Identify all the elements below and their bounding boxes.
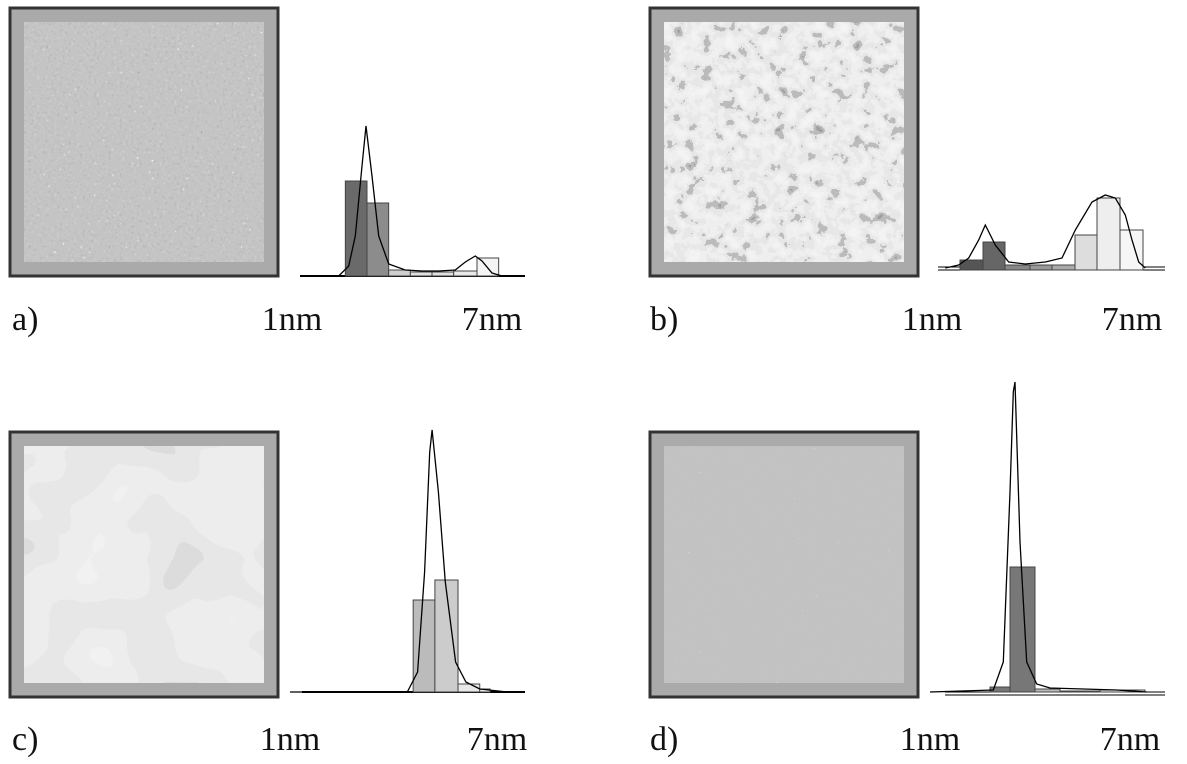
x-tick-label: 1nm [900,721,960,758]
image-c [10,432,278,697]
figure: a) 1nm 7nm b) 1nm 7nm c) 1nm 7nm d) 1nm 7nm [0,0,1187,764]
x-tick-label: 1nm [262,301,322,338]
panel-label: c) [12,721,38,758]
x-tick-label: 7nm [467,721,527,758]
bar [413,600,435,692]
bar [454,271,477,276]
panel-label: d) [650,721,678,758]
bar [1030,265,1052,270]
bar [1035,689,1060,692]
bar [1052,265,1075,270]
density-curve [312,126,502,276]
bar [389,270,411,276]
image-b [650,8,918,276]
bar [432,272,454,276]
x-tick-label: 1nm [260,721,320,758]
density-curve [290,430,507,692]
image-d [650,432,918,697]
panel-label: b) [650,301,678,338]
panel-label: a) [12,301,38,338]
x-tick-label: 7nm [1102,301,1162,338]
bar [1005,265,1030,270]
bar [410,272,432,276]
x-tick-label: 1nm [902,301,962,338]
bar [983,242,1005,270]
bar [1097,198,1120,270]
bar [435,580,458,692]
x-tick-label: 7nm [462,301,522,338]
bar [1075,235,1097,270]
bar [1060,691,1100,692]
x-tick-label: 7nm [1100,721,1160,758]
bar [367,203,389,276]
density-curve [930,382,1147,692]
image-a [10,8,278,276]
